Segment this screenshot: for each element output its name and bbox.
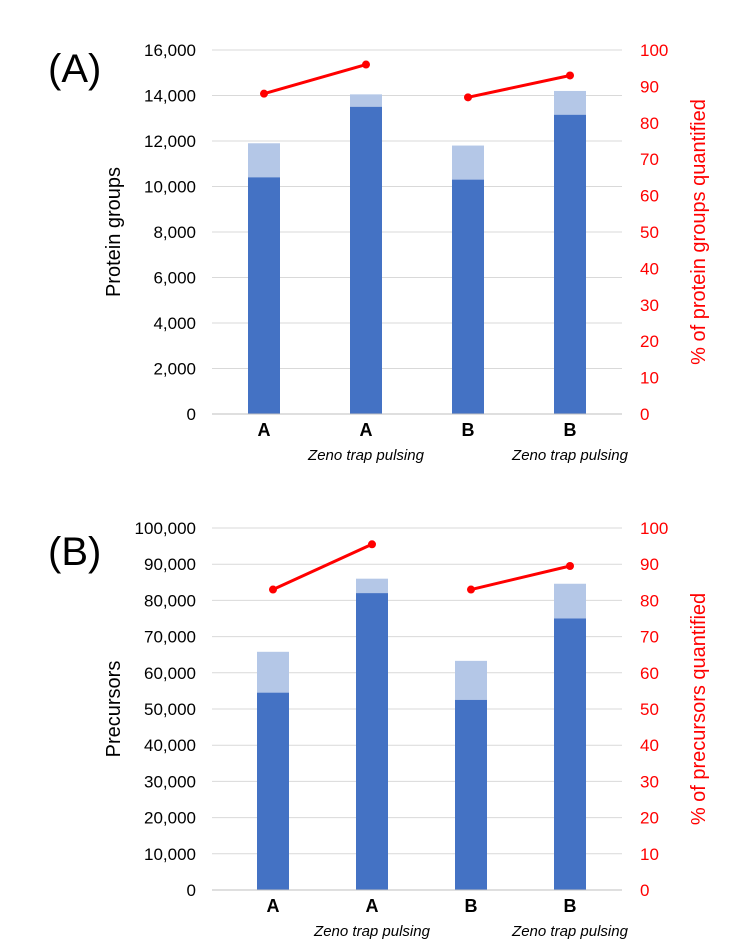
y-tick-label: 60,000	[144, 664, 196, 683]
bar-quantified	[257, 692, 289, 890]
category-label: B	[462, 420, 475, 440]
percent-point	[566, 562, 574, 571]
y2-tick-label: 80	[640, 114, 659, 133]
y2-tick-label: 0	[640, 881, 649, 900]
category-label: A	[366, 896, 379, 916]
y2-tick-label: 90	[640, 77, 659, 96]
y-tick-label: 2,000	[153, 360, 196, 379]
y2-tick-label: 10	[640, 369, 659, 388]
y2-tick-label: 50	[640, 700, 659, 719]
percent-point	[260, 89, 268, 98]
percent-line-segment	[467, 74, 571, 99]
y2-tick-label: 70	[640, 150, 659, 169]
y-axis-title: Protein groups	[103, 167, 125, 297]
y-tick-label: 10,000	[144, 178, 196, 197]
y2-tick-label: 60	[640, 664, 659, 683]
y2-tick-label: 40	[640, 736, 659, 755]
category-label: B	[564, 896, 577, 916]
category-sublabel: Zeno trap pulsing	[511, 923, 629, 940]
panel-label: (A)	[48, 47, 101, 91]
y-tick-label: 90,000	[144, 555, 196, 574]
percent-point	[368, 540, 376, 549]
y-tick-label: 50,000	[144, 700, 196, 719]
percent-line-segment	[470, 564, 571, 591]
category-sublabel: Zeno trap pulsing	[511, 447, 629, 464]
y-tick-label: 16,000	[144, 41, 196, 60]
category-label: A	[258, 420, 271, 440]
y2-tick-label: 100	[640, 519, 668, 538]
bar-quantified	[554, 114, 586, 415]
bar-quantified	[554, 618, 586, 890]
y2-axis-title: % of protein groups quantified	[688, 99, 710, 365]
y-tick-label: 8,000	[153, 223, 196, 242]
category-label: A	[267, 896, 280, 916]
y-tick-label: 10,000	[144, 845, 196, 864]
y-tick-label: 30,000	[144, 772, 196, 791]
panel-label: (B)	[48, 530, 101, 574]
y-tick-label: 100,000	[135, 519, 196, 538]
y-tick-label: 14,000	[144, 87, 196, 106]
y2-tick-label: 100	[640, 41, 668, 60]
percent-point	[566, 71, 574, 80]
percent-point	[362, 60, 370, 69]
y2-tick-label: 40	[640, 259, 659, 278]
y-tick-label: 70,000	[144, 628, 196, 647]
y-tick-label: 80,000	[144, 591, 196, 610]
percent-point	[467, 585, 475, 594]
percent-point	[464, 93, 472, 102]
y2-tick-label: 10	[640, 845, 659, 864]
percent-point	[269, 585, 277, 594]
y2-tick-label: 80	[640, 591, 659, 610]
y2-tick-label: 30	[640, 772, 659, 791]
y2-tick-label: 70	[640, 628, 659, 647]
y-tick-label: 4,000	[153, 314, 196, 333]
y-tick-label: 20,000	[144, 809, 196, 828]
y2-axis-title: % of precursors quantified	[688, 593, 710, 825]
y-tick-label: 40,000	[144, 736, 196, 755]
category-label: B	[564, 420, 577, 440]
panel-b: (B) 100,000 90,000 80,000 70,000 60,000 50,000…	[48, 519, 710, 940]
y-tick-label: 12,000	[144, 132, 196, 151]
category-sublabel: Zeno trap pulsing	[307, 447, 425, 464]
y-tick-label: 6,000	[153, 269, 196, 288]
bar-quantified	[356, 593, 388, 890]
percent-line-segment	[263, 63, 367, 96]
percent-line-segment	[272, 542, 373, 591]
bar-quantified	[350, 106, 382, 414]
y-axis-title: Precursors	[103, 661, 125, 758]
y2-tick-label: 60	[640, 187, 659, 206]
y2-tick-label: 50	[640, 223, 659, 242]
panel-a: (A) 16,000 14,000 12,000 10,000 8,000 6,000 4,0…	[48, 41, 710, 464]
y2-tick-label: 90	[640, 555, 659, 574]
category-label: A	[360, 420, 373, 440]
bar-quantified	[455, 699, 487, 890]
y-tick-label: 0	[187, 405, 196, 424]
bar-quantified	[248, 177, 280, 414]
y2-tick-label: 0	[640, 405, 649, 424]
y2-tick-label: 20	[640, 332, 659, 351]
y-tick-label: 0	[187, 881, 196, 900]
y2-tick-label: 20	[640, 809, 659, 828]
category-label: B	[465, 896, 478, 916]
category-sublabel: Zeno trap pulsing	[313, 923, 431, 940]
bar-quantified	[452, 179, 484, 414]
y2-tick-label: 30	[640, 296, 659, 315]
